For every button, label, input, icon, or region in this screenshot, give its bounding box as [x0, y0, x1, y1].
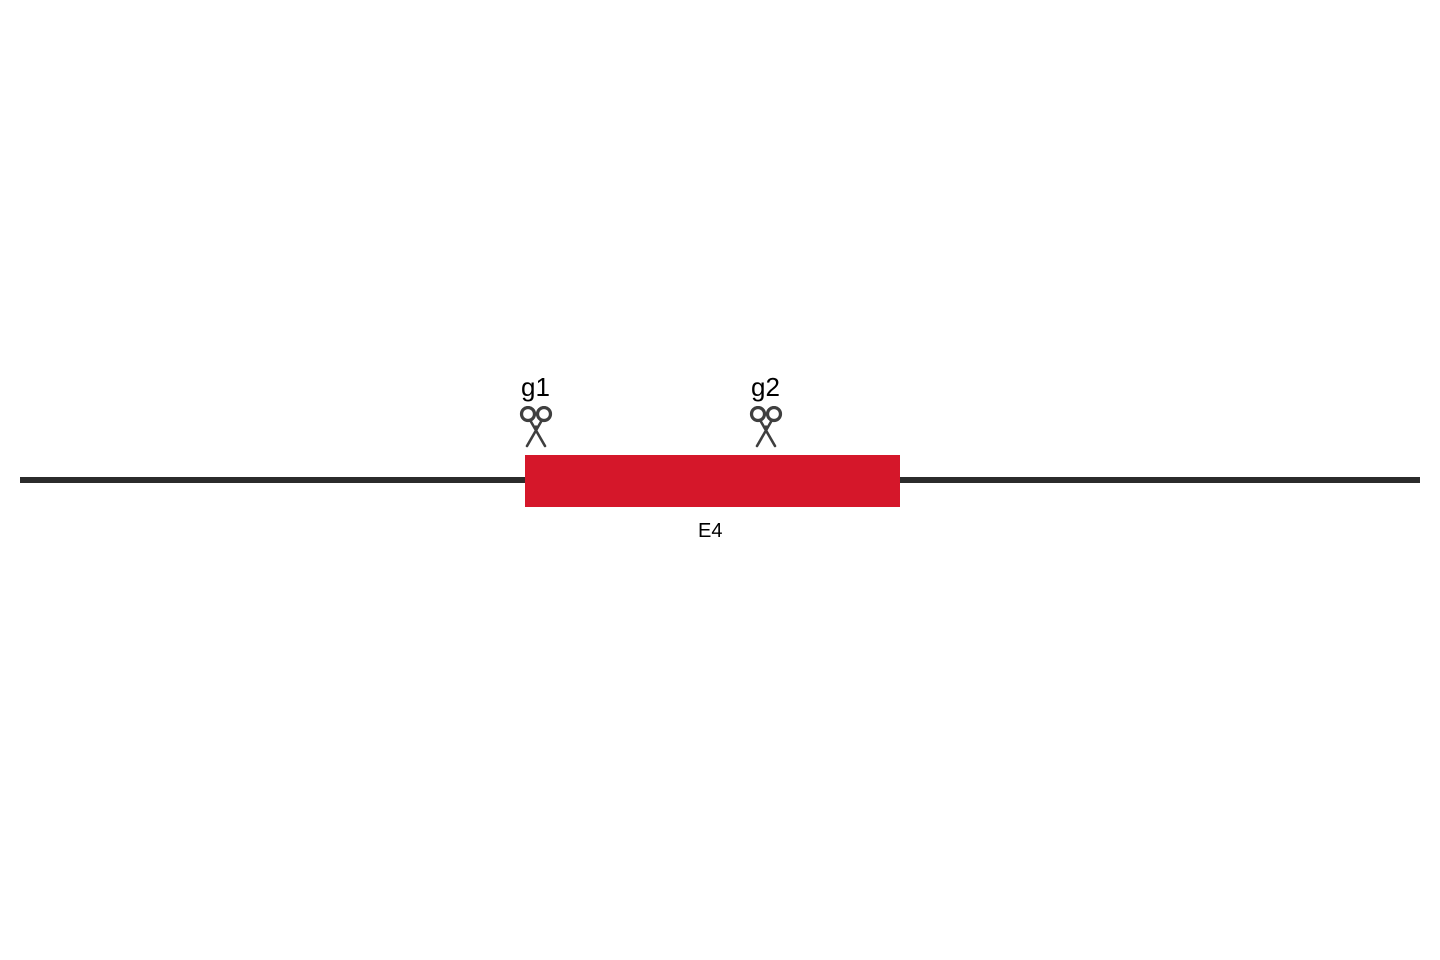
scissors-icon [749, 406, 783, 448]
intron-line-left [20, 477, 525, 483]
guide-label-g1: g1 [521, 372, 550, 403]
intron-line-right [900, 477, 1420, 483]
guide-label-g2: g2 [751, 372, 780, 403]
exon-label: E4 [698, 520, 722, 543]
gene-diagram: E4 g1 g2 [0, 0, 1440, 960]
scissors-icon [519, 406, 553, 448]
exon-box [525, 455, 900, 507]
